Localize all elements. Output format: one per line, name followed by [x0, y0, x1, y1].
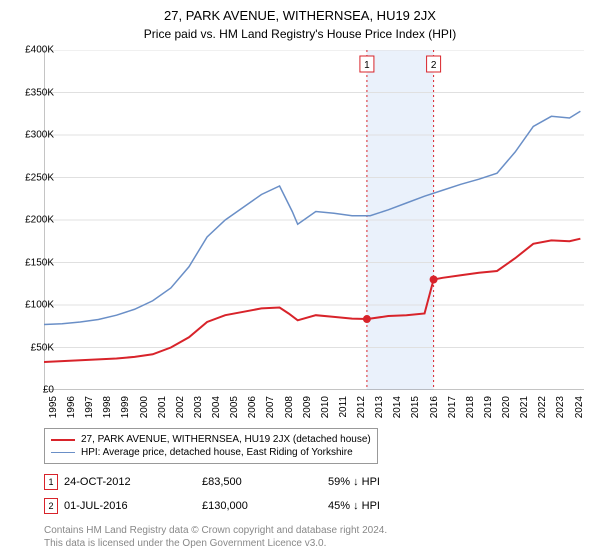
sale-row-1: 1 24-OCT-2012 £83,500 59% ↓ HPI [44, 474, 380, 490]
legend-item-property: 27, PARK AVENUE, WITHERNSEA, HU19 2JX (d… [51, 433, 371, 446]
x-tick-label: 2004 [211, 396, 222, 418]
svg-text:2: 2 [431, 60, 437, 71]
sale-marker-1: 1 [44, 474, 58, 490]
x-tick-label: 2016 [429, 396, 440, 418]
chart-subtitle: Price paid vs. HM Land Registry's House … [0, 23, 600, 41]
license-line-2: This data is licensed under the Open Gov… [44, 537, 387, 550]
x-tick-label: 2008 [284, 396, 295, 418]
sale-date-1: 24-OCT-2012 [64, 476, 196, 488]
x-tick-label: 2023 [555, 396, 566, 418]
x-tick-label: 2021 [519, 396, 530, 418]
y-tick-label: £50K [31, 342, 54, 353]
x-tick-label: 1995 [48, 396, 59, 418]
x-tick-label: 2017 [447, 396, 458, 418]
y-tick-label: £200K [25, 215, 54, 226]
x-tick-label: 2015 [410, 396, 421, 418]
y-tick-label: £0 [43, 385, 54, 396]
x-tick-label: 2002 [175, 396, 186, 418]
sale-row-2: 2 01-JUL-2016 £130,000 45% ↓ HPI [44, 498, 380, 514]
x-tick-label: 1999 [120, 396, 131, 418]
y-tick-label: £400K [25, 45, 54, 56]
x-tick-label: 2005 [229, 396, 240, 418]
legend: 27, PARK AVENUE, WITHERNSEA, HU19 2JX (d… [44, 428, 378, 464]
x-tick-label: 2007 [265, 396, 276, 418]
x-tick-label: 2010 [320, 396, 331, 418]
x-tick-label: 2009 [302, 396, 313, 418]
x-tick-label: 1996 [66, 396, 77, 418]
y-tick-label: £350K [25, 87, 54, 98]
sale-date-2: 01-JUL-2016 [64, 500, 196, 512]
x-tick-label: 2001 [157, 396, 168, 418]
sale-price-2: £130,000 [202, 500, 322, 512]
sale-diff-1: 59% ↓ HPI [328, 476, 380, 488]
sale-diff-2: 45% ↓ HPI [328, 500, 380, 512]
legend-label-hpi: HPI: Average price, detached house, East… [81, 447, 353, 458]
line-chart: 12 [44, 50, 584, 390]
x-tick-label: 2012 [356, 396, 367, 418]
x-tick-label: 2022 [537, 396, 548, 418]
x-tick-label: 1997 [84, 396, 95, 418]
sale-marker-2: 2 [44, 498, 58, 514]
chart-title: 27, PARK AVENUE, WITHERNSEA, HU19 2JX [0, 0, 600, 23]
legend-swatch-hpi [51, 452, 75, 453]
y-tick-label: £100K [25, 300, 54, 311]
x-tick-label: 2019 [483, 396, 494, 418]
x-tick-label: 2024 [574, 396, 585, 418]
legend-label-property: 27, PARK AVENUE, WITHERNSEA, HU19 2JX (d… [81, 434, 371, 445]
y-tick-label: £250K [25, 172, 54, 183]
svg-text:1: 1 [364, 60, 370, 71]
x-tick-label: 1998 [102, 396, 113, 418]
x-tick-label: 2000 [139, 396, 150, 418]
y-tick-label: £300K [25, 130, 54, 141]
chart-container: 27, PARK AVENUE, WITHERNSEA, HU19 2JX Pr… [0, 0, 600, 560]
x-tick-label: 2018 [465, 396, 476, 418]
x-tick-label: 2011 [338, 396, 349, 418]
license-text: Contains HM Land Registry data © Crown c… [44, 524, 387, 550]
x-tick-label: 2020 [501, 396, 512, 418]
y-tick-label: £150K [25, 257, 54, 268]
x-tick-label: 2006 [247, 396, 258, 418]
legend-swatch-property [51, 439, 75, 441]
x-tick-label: 2014 [392, 396, 403, 418]
sale-price-1: £83,500 [202, 476, 322, 488]
x-tick-label: 2013 [374, 396, 385, 418]
x-tick-label: 2003 [193, 396, 204, 418]
license-line-1: Contains HM Land Registry data © Crown c… [44, 524, 387, 537]
legend-item-hpi: HPI: Average price, detached house, East… [51, 446, 371, 459]
